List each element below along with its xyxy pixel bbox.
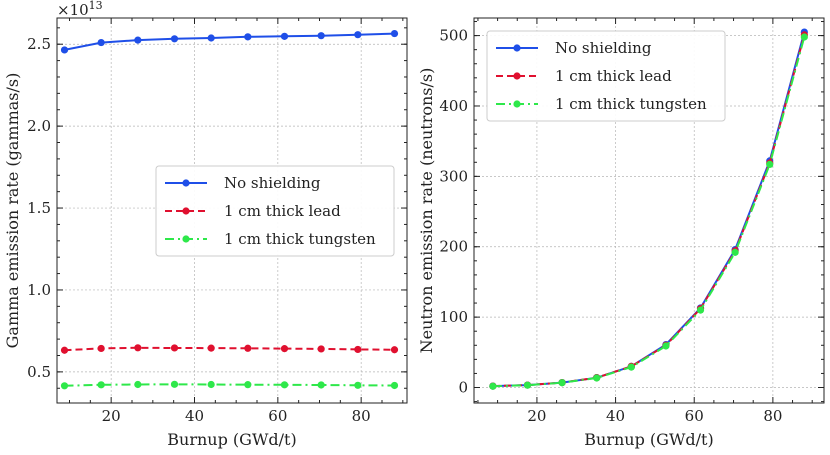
data-point (731, 248, 739, 256)
data-point (354, 31, 362, 39)
data-point (207, 34, 215, 42)
x-tick-label: 20 (527, 407, 546, 425)
y-tick-label: 0.5 (27, 363, 51, 381)
legend-marker (182, 207, 190, 215)
legend-box (486, 30, 726, 122)
x-tick-label: 40 (606, 407, 625, 425)
series-line (64, 383, 395, 387)
data-point (97, 38, 105, 47)
y-tick-label: 200 (439, 238, 468, 256)
x-tick-label: 80 (352, 407, 371, 425)
data-point (170, 344, 179, 352)
ticks (474, 18, 824, 403)
data-point (170, 35, 179, 43)
data-point (134, 380, 142, 389)
legend-label: 1 cm thick lead (224, 202, 341, 220)
data-point (800, 33, 808, 41)
legend-box (155, 165, 395, 257)
x-tick-label: 60 (268, 407, 287, 425)
x-axis-label: Burnup (GWd/t) (584, 430, 713, 449)
data-point (593, 374, 601, 382)
y-tick-label: 500 (439, 27, 468, 45)
legend: No shielding 1 cm thick lead 1 cm thick tu… (486, 30, 726, 122)
neutron-emission-chart: 20 40 60 80 0 100 200 300 400 500 Burnup (GWd/t) Ne… (417, 17, 825, 449)
data-point (766, 160, 774, 168)
series-1-cm-thick-lead (60, 344, 399, 354)
data-point (354, 381, 362, 389)
legend-marker (513, 100, 521, 108)
series-no-shielding (60, 29, 399, 54)
series-line (492, 36, 806, 388)
data-point (523, 381, 532, 389)
ticks (57, 18, 407, 403)
data-point (244, 381, 252, 389)
x-tick-label: 60 (685, 407, 704, 425)
legend-marker (513, 44, 521, 52)
data-point (97, 344, 105, 353)
data-point (134, 344, 142, 352)
legend-marker (513, 72, 521, 80)
series-1-cm-thick-tungsten (489, 33, 808, 390)
data-point (390, 346, 399, 354)
data-point (207, 344, 215, 352)
legend-label: 1 cm thick tungsten (224, 230, 376, 248)
legend-label: 1 cm thick lead (555, 67, 672, 85)
data-point (317, 32, 325, 40)
data-point (696, 306, 705, 314)
data-point (97, 381, 105, 389)
x-tick-label: 40 (185, 407, 204, 425)
data-point (280, 381, 289, 389)
series-line (64, 32, 395, 51)
data-point (244, 344, 252, 352)
data-point (280, 32, 289, 40)
data-point (354, 345, 362, 354)
data-point (60, 46, 69, 54)
data-point (489, 382, 497, 390)
y-tick-label: 100 (439, 308, 468, 326)
x-tick-label: 20 (102, 407, 121, 425)
plot-frame (56, 17, 408, 404)
x-tick-label: 80 (763, 407, 782, 425)
legend-label: No shielding (555, 39, 652, 57)
y-tick-label: 2.0 (27, 117, 51, 135)
data-point (317, 345, 325, 353)
plot-frame (473, 17, 825, 404)
data-point (390, 29, 399, 38)
series-1-cm-thick-tungsten (60, 380, 399, 390)
data-point (170, 380, 179, 388)
y-tick-label: 0 (458, 379, 468, 397)
data-point (558, 379, 566, 387)
legend-marker (182, 235, 190, 243)
legend-label: No shielding (224, 174, 321, 192)
y-offset-label: ×1013 (57, 0, 103, 19)
legend-label: 1 cm thick tungsten (555, 95, 707, 113)
legend-marker (182, 179, 190, 187)
data-point (60, 382, 69, 390)
series-line (64, 346, 395, 352)
gamma-emission-chart: 20 40 60 80 0.5 1.0 1.5 2.0 2.5 Burnup (GWd/t) Gam… (3, 0, 408, 449)
data-point (207, 380, 215, 389)
y-axis-label: Gamma emission rate (gammas/s) (3, 73, 22, 349)
data-point (280, 345, 289, 353)
data-point (60, 346, 69, 354)
x-axis-label: Burnup (GWd/t) (167, 430, 296, 449)
data-point (244, 33, 252, 41)
data-point (134, 36, 142, 44)
y-tick-label: 1.0 (27, 281, 51, 299)
data-point (317, 381, 325, 389)
data-point (627, 363, 635, 371)
y-tick-label: 300 (439, 167, 468, 185)
y-tick-label: 2.5 (27, 35, 51, 53)
data-point (662, 342, 670, 350)
data-point (390, 381, 399, 390)
legend: No shielding 1 cm thick lead 1 cm thick tu… (155, 165, 395, 257)
y-axis-label: Neutron emission rate (neutrons/s) (417, 68, 436, 354)
y-tick-label: 1.5 (27, 199, 51, 217)
y-tick-label: 400 (439, 97, 468, 115)
